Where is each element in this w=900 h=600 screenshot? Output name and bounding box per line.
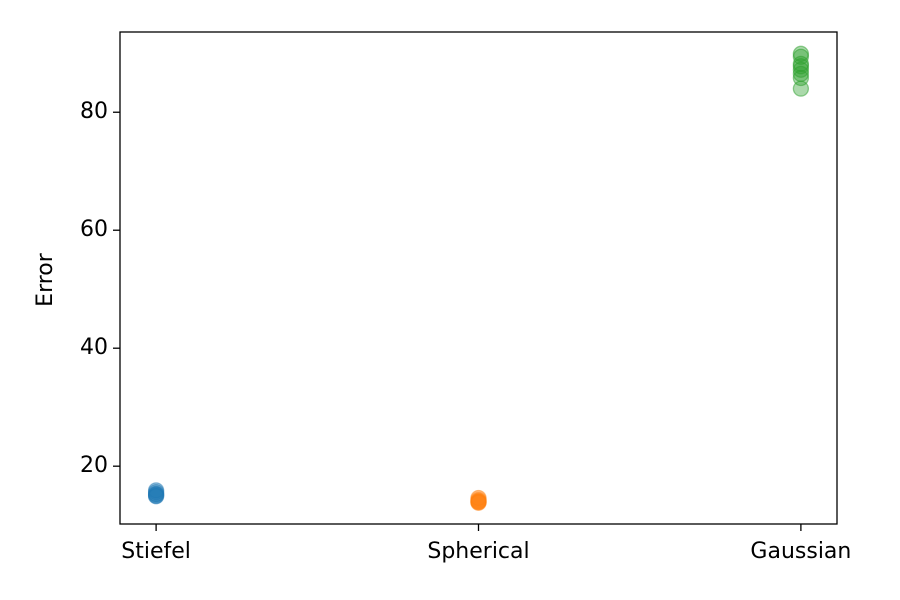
point (792, 45, 810, 62)
y-tick-label: 80 (80, 99, 108, 124)
y-tick-label: 40 (80, 335, 108, 360)
point (147, 482, 165, 499)
point (147, 488, 165, 505)
x-tick-label: Spherical (427, 539, 529, 564)
point (792, 69, 810, 87)
y-tick-label: 60 (80, 217, 108, 242)
y-tick-label: 20 (80, 453, 108, 478)
y-axis-label: Error (33, 252, 58, 307)
plot-frame (119, 31, 838, 525)
x-tick-label: Gaussian (750, 539, 851, 564)
point (792, 61, 810, 78)
point (470, 494, 487, 511)
x-tick-label: Stiefel (121, 539, 191, 564)
